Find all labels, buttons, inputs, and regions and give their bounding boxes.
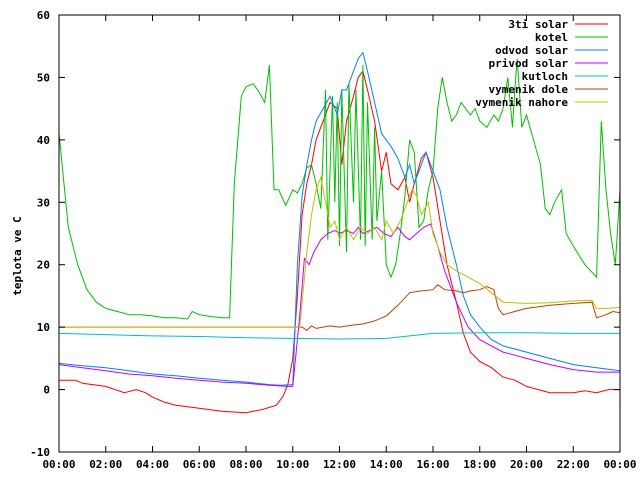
x-tick-label: 06:00 xyxy=(183,458,216,471)
y-tick-label: 10 xyxy=(37,321,50,334)
series-line-kutloch xyxy=(59,332,620,340)
series-line-privod-solar xyxy=(59,223,620,387)
y-tick-label: 30 xyxy=(37,196,50,209)
legend-label: 3ti solar xyxy=(508,18,568,31)
x-tick-label: 04:00 xyxy=(136,458,169,471)
x-tick-label: 00:00 xyxy=(603,458,636,471)
x-tick-label: 16:00 xyxy=(416,458,449,471)
series-layer xyxy=(59,51,620,414)
legend-label: kotel xyxy=(535,31,568,44)
series-line-odvod-solar xyxy=(59,51,620,386)
y-tick-label: 0 xyxy=(43,384,50,397)
series-line-vymenik-nahore xyxy=(59,175,620,328)
legend-label: odvod solar xyxy=(495,44,568,57)
y-tick-label: 60 xyxy=(37,9,50,22)
x-tick-label: 18:00 xyxy=(463,458,496,471)
legend-label: kutloch xyxy=(522,70,568,83)
x-tick-label: 08:00 xyxy=(229,458,262,471)
y-tick-label: 20 xyxy=(37,259,50,272)
x-tick-label: 02:00 xyxy=(89,458,122,471)
series-line-3ti-solar xyxy=(59,70,620,414)
y-tick-label: 40 xyxy=(37,134,50,147)
x-tick-label: 20:00 xyxy=(510,458,543,471)
x-tick-label: 00:00 xyxy=(42,458,75,471)
y-axis-title-group: teplota ve C xyxy=(11,216,24,295)
legend-label: vymenik nahore xyxy=(475,96,568,109)
x-tick-label: 12:00 xyxy=(323,458,356,471)
y-tick-label: 50 xyxy=(37,71,50,84)
x-tick-label: 10:00 xyxy=(276,458,309,471)
legend-label: vymenik dole xyxy=(489,83,569,96)
series-line-kotel xyxy=(59,58,620,320)
legend-label: privod solar xyxy=(489,57,569,70)
x-tick-label: 14:00 xyxy=(370,458,403,471)
y-tick-label: -10 xyxy=(30,446,50,459)
y-axis-title: teplota ve C xyxy=(11,216,24,295)
ticks-layer: -10 0 10 20 30 40 50 60 00:00 02:00 04:00 06:00 08:0… xyxy=(30,9,636,471)
x-tick-label: 22:00 xyxy=(557,458,590,471)
series-line-vymenik-dole xyxy=(59,284,620,331)
